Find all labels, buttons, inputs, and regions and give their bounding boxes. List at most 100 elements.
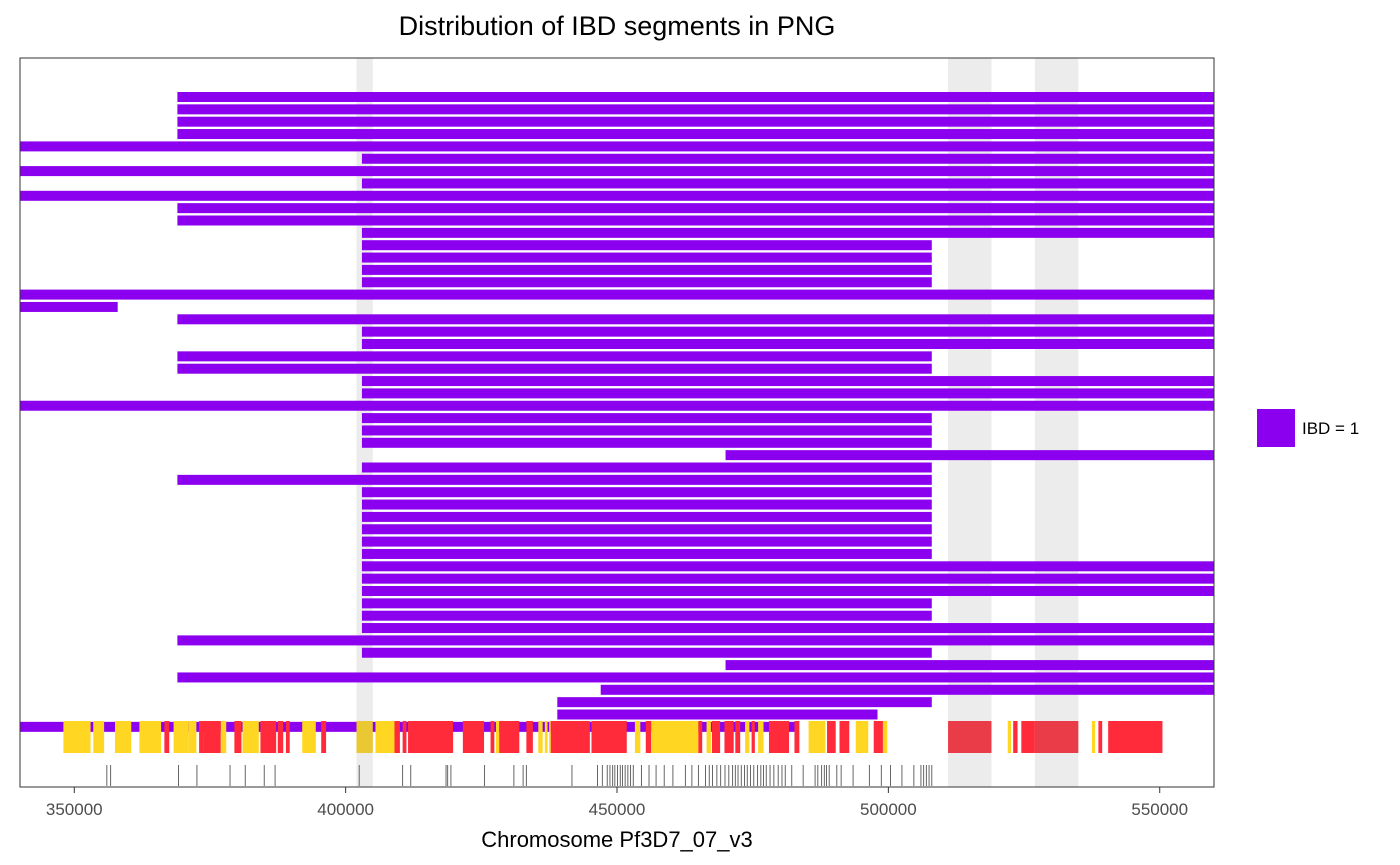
gene-block bbox=[1007, 721, 1012, 753]
gene-block bbox=[706, 721, 711, 753]
gene-block bbox=[855, 721, 869, 753]
gene-block bbox=[402, 721, 407, 753]
gene-block bbox=[873, 721, 883, 753]
ibd-segment bbox=[177, 104, 1215, 115]
ibd-segment bbox=[361, 240, 932, 251]
ibd-segment bbox=[361, 598, 932, 609]
ibd-segment bbox=[177, 635, 1215, 646]
gene-block bbox=[827, 721, 836, 753]
x-tick-label: 350000 bbox=[46, 800, 103, 819]
gene-block bbox=[1021, 721, 1035, 753]
ibd-segment bbox=[600, 684, 1214, 695]
gene-block bbox=[526, 721, 533, 753]
ibd-segment bbox=[177, 203, 1215, 214]
highlight-overlay-2 bbox=[1034, 721, 1079, 753]
ibd-segment bbox=[361, 487, 932, 498]
gene-block bbox=[173, 721, 189, 753]
gene-block bbox=[698, 721, 703, 753]
gene-block bbox=[462, 721, 485, 753]
ibd-segment bbox=[361, 178, 1214, 189]
ibd-segment bbox=[361, 462, 932, 473]
gene-block bbox=[768, 721, 790, 753]
gene-block bbox=[645, 721, 652, 753]
ibd-segment bbox=[177, 215, 1215, 226]
ibd-segment bbox=[177, 474, 932, 485]
gene-block bbox=[356, 721, 373, 753]
ibd-segment bbox=[20, 166, 1214, 177]
x-axis: 350000 400000 450000 500000 550000 bbox=[46, 787, 1188, 819]
ibd-segment bbox=[361, 573, 1214, 584]
ibd-segment bbox=[361, 610, 932, 621]
gene-block bbox=[549, 721, 551, 753]
ibd-segment bbox=[361, 623, 1214, 634]
gene-block bbox=[711, 721, 721, 753]
gene-block bbox=[302, 721, 316, 753]
gene-block bbox=[758, 721, 764, 753]
gene-block bbox=[735, 721, 741, 753]
ibd-segment bbox=[557, 709, 878, 720]
gene-block bbox=[285, 721, 290, 753]
gene-block bbox=[794, 721, 800, 753]
gene-block bbox=[808, 721, 826, 753]
gene-block bbox=[634, 721, 641, 753]
gene-block bbox=[544, 721, 548, 753]
legend: IBD = 1 bbox=[1257, 409, 1359, 447]
ibd-segment bbox=[361, 339, 1214, 349]
ibd-segment bbox=[361, 227, 1214, 238]
gene-block bbox=[199, 721, 204, 753]
ibd-segment bbox=[361, 153, 1214, 164]
gene-block bbox=[1013, 721, 1018, 753]
ibd-segment bbox=[361, 548, 932, 559]
ibd-segment bbox=[361, 647, 932, 658]
chart-title: Distribution of IBD segments in PNG bbox=[399, 11, 836, 41]
ibd-segment bbox=[361, 586, 1214, 596]
highlight-overlay-0 bbox=[356, 721, 373, 753]
ibd-segment bbox=[361, 561, 1214, 572]
gene-block bbox=[394, 721, 400, 753]
ibd-segment bbox=[177, 363, 932, 374]
gene-block bbox=[203, 721, 221, 753]
variant-marker-track bbox=[106, 765, 933, 786]
ibd-segment bbox=[361, 388, 1214, 399]
x-axis-label: Chromosome Pf3D7_07_v3 bbox=[481, 827, 752, 852]
ibd-segment bbox=[361, 536, 932, 547]
gene-block bbox=[93, 721, 105, 753]
gene-block bbox=[139, 721, 162, 753]
highlight-overlay-1 bbox=[948, 721, 992, 753]
ibd-segment bbox=[725, 660, 1214, 671]
gene-block bbox=[1098, 721, 1103, 753]
x-tick-label: 550000 bbox=[1131, 800, 1188, 819]
ibd-segment bbox=[725, 450, 1214, 461]
ibd-segment bbox=[177, 314, 1215, 325]
ibd-segment bbox=[177, 129, 1215, 140]
ibd-segment bbox=[177, 351, 932, 362]
gene-block bbox=[234, 721, 242, 753]
ibd-segment bbox=[177, 116, 1215, 127]
gene-block bbox=[550, 721, 590, 753]
ibd-segment bbox=[361, 499, 932, 510]
ibd-segment bbox=[20, 289, 1214, 300]
ibd-segment bbox=[361, 425, 932, 436]
ibd-segment bbox=[361, 413, 932, 424]
ibd-segment bbox=[557, 697, 932, 708]
gene-block bbox=[277, 721, 284, 753]
gene-block bbox=[591, 721, 627, 753]
ibd-segment bbox=[20, 301, 118, 312]
gene-block bbox=[1034, 721, 1079, 753]
gene-block bbox=[751, 721, 755, 753]
gene-block bbox=[164, 721, 170, 753]
gene-block bbox=[1108, 721, 1163, 753]
x-tick-label: 500000 bbox=[860, 800, 917, 819]
ibd-segment bbox=[177, 672, 1215, 683]
ibd-segment bbox=[361, 437, 932, 448]
gene-block bbox=[63, 721, 91, 753]
ibd-segment bbox=[177, 92, 1215, 102]
ibd-segment bbox=[361, 376, 1214, 387]
ibd-segment bbox=[361, 264, 932, 275]
ibd-segment bbox=[20, 400, 1214, 411]
legend-label-ibd: IBD = 1 bbox=[1302, 419, 1359, 438]
gene-block bbox=[499, 721, 520, 753]
gene-block bbox=[839, 721, 850, 753]
ibd-segment bbox=[20, 190, 1214, 201]
